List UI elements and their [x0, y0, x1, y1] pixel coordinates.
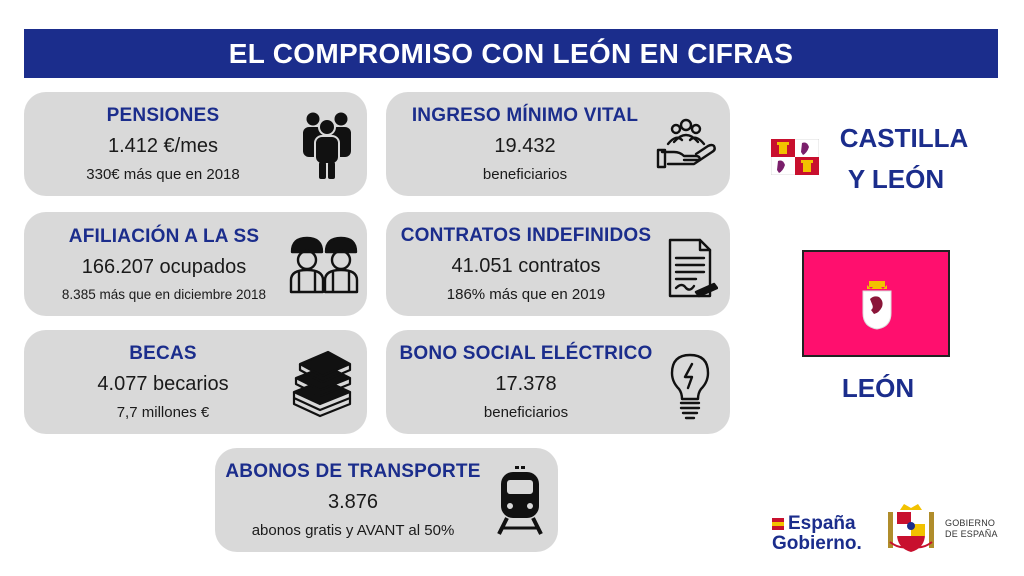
- card-value: 1.412 €/mes: [107, 135, 219, 157]
- contract-document-icon: [668, 238, 718, 298]
- brand-line-2: Gobierno.: [772, 532, 862, 554]
- gov-line-1: GOBIERNO: [945, 518, 996, 528]
- lightbulb-icon: [670, 353, 710, 420]
- card-ingreso-minimo-vital: INGRESO MÍNIMO VITAL 19.432 beneficiario…: [386, 92, 730, 196]
- card-title: BECAS: [129, 343, 197, 364]
- train-icon: [497, 466, 543, 535]
- card-title: ABONOS DE TRANSPORTE: [225, 461, 481, 482]
- card-value: 41.051 contratos: [451, 255, 601, 277]
- card-contratos-indefinidos: CONTRATOS INDEFINIDOS 41.051 contratos 1…: [386, 212, 730, 316]
- leon-flag: [802, 250, 950, 357]
- books-stack-icon: [292, 350, 352, 418]
- page-title-banner: EL COMPROMISO CON LEÓN EN CIFRAS: [24, 29, 998, 78]
- espana-gobierna-logo: España Gobierno.: [772, 514, 862, 554]
- gov-line-2: DE ESPAÑA: [945, 528, 998, 539]
- card-value: 19.432: [494, 135, 556, 157]
- brand-line-1: España: [788, 513, 856, 534]
- card-note: 330€ más que en 2018: [86, 166, 240, 183]
- card-title: BONO SOCIAL ELÉCTRICO: [399, 343, 653, 364]
- card-value: 17.378: [495, 373, 557, 395]
- card-value: 166.207 ocupados: [81, 256, 247, 278]
- castilla-y-leon-flag: [771, 139, 819, 175]
- card-title: AFILIACIÓN A LA SS: [68, 226, 260, 247]
- hand-people-icon: [656, 118, 716, 169]
- brand-flag-mark: [772, 518, 784, 530]
- card-pensiones: PENSIONES 1.412 €/mes 330€ más que en 20…: [24, 92, 367, 196]
- card-title: PENSIONES: [106, 105, 220, 126]
- leon-coat-of-arms-icon: [862, 281, 892, 330]
- card-note: 8.385 más que en diciembre 2018: [61, 287, 267, 302]
- page-title: EL COMPROMISO CON LEÓN EN CIFRAS: [228, 37, 794, 69]
- card-title: INGRESO MÍNIMO VITAL: [411, 105, 639, 126]
- workers-icon: [289, 236, 359, 294]
- people-group-icon: [303, 112, 351, 179]
- card-becas: BECAS 4.077 becarios 7,7 millones €: [24, 330, 367, 434]
- card-note: 7,7 millones €: [116, 404, 210, 421]
- spain-coat-of-arms-icon: [888, 504, 934, 552]
- card-note: 186% más que en 2019: [446, 286, 606, 303]
- community-line-1: CASTILLA: [839, 123, 969, 153]
- community-line-2: Y LEÓN: [847, 163, 945, 194]
- community-label: CASTILLA Y LEÓN: [824, 122, 984, 195]
- card-afiliacion-ss: AFILIACIÓN A LA SS 166.207 ocupados 8.38…: [24, 212, 367, 316]
- card-bono-social-electrico: BONO SOCIAL ELÉCTRICO 17.378 beneficiari…: [386, 330, 730, 434]
- card-note: beneficiarios: [483, 404, 569, 421]
- gobierno-de-espana-text: GOBIERNO DE ESPAÑA: [945, 518, 998, 540]
- province-label: LEÓN: [841, 373, 915, 403]
- card-value: 4.077 becarios: [97, 373, 229, 395]
- card-value: 3.876: [327, 491, 379, 513]
- card-note: beneficiarios: [482, 166, 568, 183]
- card-title: CONTRATOS INDEFINIDOS: [400, 225, 652, 246]
- card-note: abonos gratis y AVANT al 50%: [251, 522, 455, 539]
- card-abonos-transporte: ABONOS DE TRANSPORTE 3.876 abonos gratis…: [215, 448, 558, 552]
